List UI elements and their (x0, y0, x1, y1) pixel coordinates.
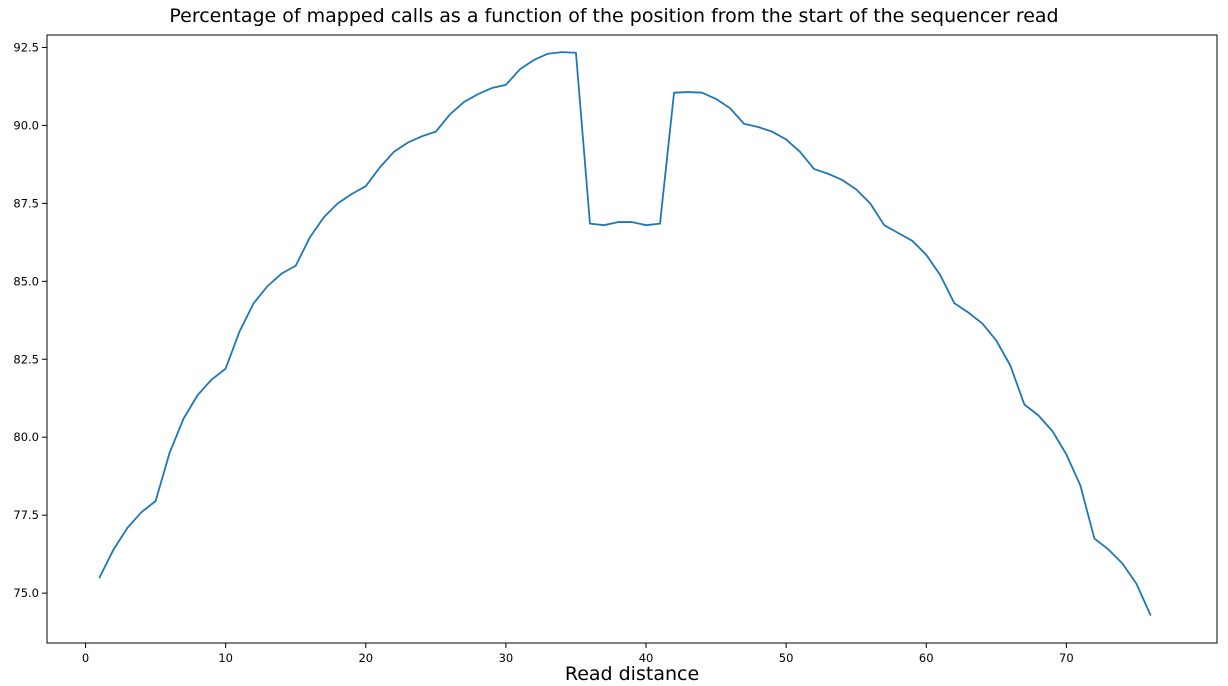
plot-frame (46, 34, 1218, 644)
y-tick-label: 80.0 (13, 430, 39, 444)
plot-area (46, 34, 1218, 644)
y-tick-label: 75.0 (13, 586, 39, 600)
y-tick-label: 87.5 (13, 196, 39, 210)
y-tick-label: 90.0 (13, 118, 39, 132)
x-axis-ticks: 0 10 20 30 40 50 60 70 (82, 643, 1074, 665)
series-lines (98, 51, 1152, 616)
x-tick-label: 40 (639, 651, 654, 665)
x-tick-label: 20 (358, 651, 373, 665)
series-line-1 (98, 51, 1152, 616)
x-axis-label: Read distance (565, 663, 699, 685)
y-tick-label: 77.5 (13, 508, 39, 522)
x-tick-label: 70 (1059, 651, 1074, 665)
chart-title: Percentage of mapped calls as a function… (169, 5, 1058, 27)
y-axis-ticks: 75.0 77.5 80.0 82.5 85.0 87.5 90.0 92.5 (13, 40, 47, 600)
y-tick-label: 92.5 (13, 40, 39, 54)
y-tick-label: 82.5 (13, 352, 39, 366)
x-tick-label: 60 (919, 651, 934, 665)
x-tick-label: 0 (82, 651, 89, 665)
y-tick-label: 85.0 (13, 274, 39, 288)
x-tick-label: 10 (218, 651, 233, 665)
x-tick-label: 50 (779, 651, 794, 665)
x-tick-label: 30 (499, 651, 514, 665)
